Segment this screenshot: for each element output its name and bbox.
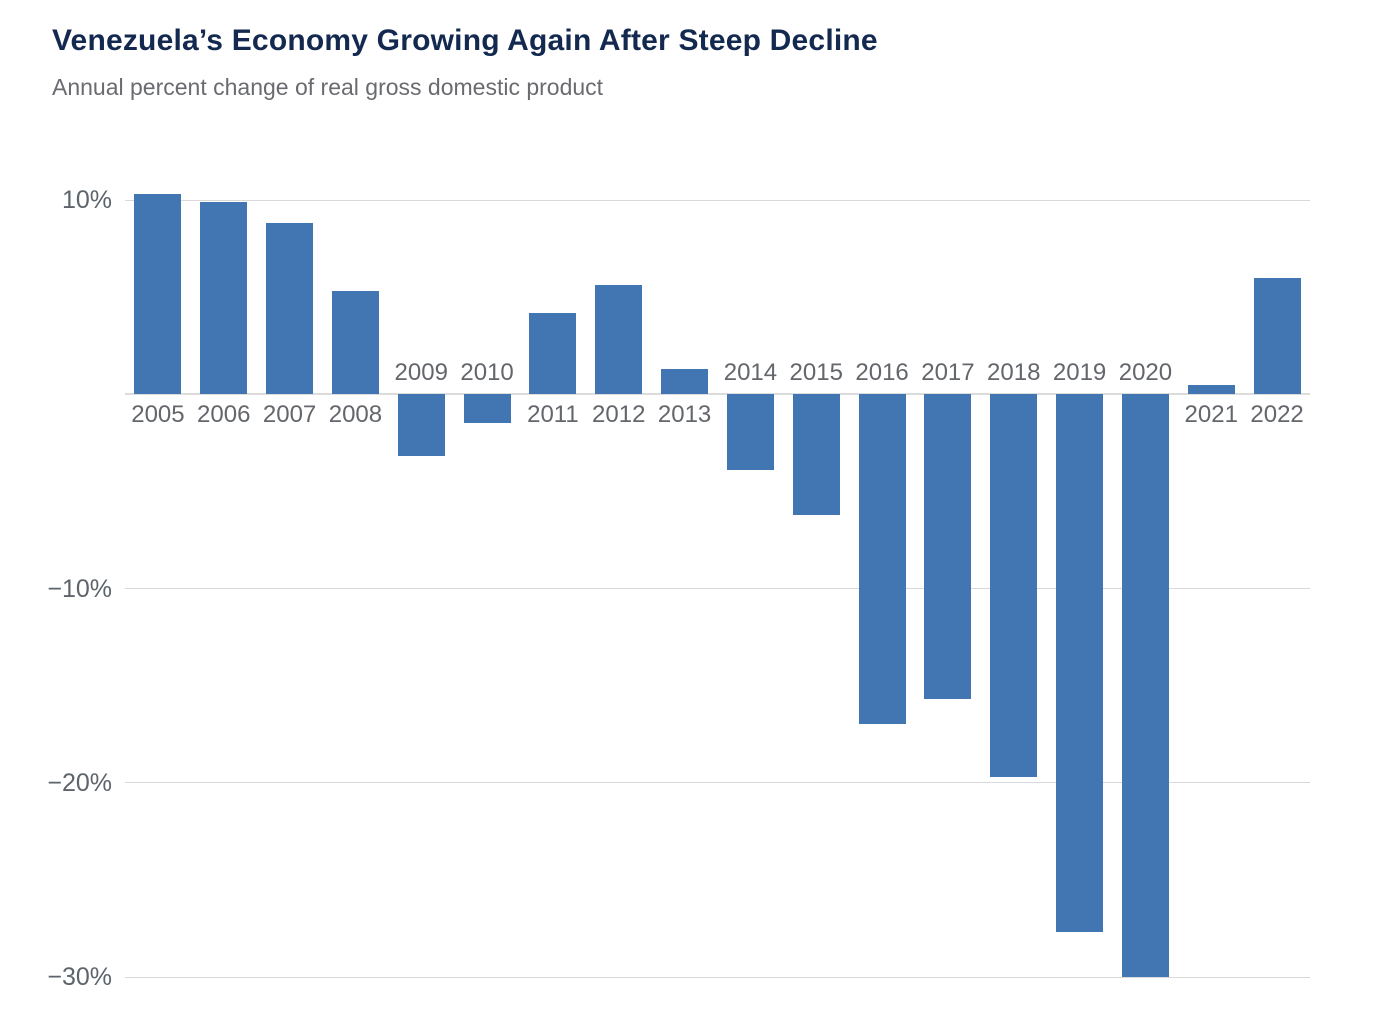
- x-axis-year-label: 2014: [723, 359, 778, 387]
- x-axis-year-label: 2016: [855, 359, 909, 387]
- x-axis-year-label: 2009: [394, 359, 448, 387]
- x-axis-year-label: 2010: [460, 359, 514, 387]
- x-axis-year-label: 2013: [657, 401, 712, 429]
- bar-2007: [266, 223, 314, 395]
- chart-title: Venezuela’s Economy Growing Again After …: [52, 24, 878, 57]
- zero-baseline: [125, 393, 1310, 396]
- x-axis-year-label: 2012: [592, 401, 646, 429]
- x-axis-year-label: 2018: [987, 359, 1041, 387]
- bar-2019: [1056, 394, 1104, 933]
- bar-2011: [529, 312, 577, 395]
- x-axis-year-label: 2006: [197, 401, 251, 429]
- bar-2012: [595, 285, 643, 395]
- x-axis-year-label: 2022: [1250, 401, 1304, 429]
- x-axis-year-label: 2021: [1184, 401, 1238, 429]
- bar-2006: [200, 201, 248, 395]
- bar-2021: [1187, 384, 1235, 395]
- gridline--20: [125, 782, 1310, 784]
- gridline--10: [125, 588, 1310, 589]
- x-axis-year-label: 2011: [527, 401, 579, 429]
- bar-2014: [726, 394, 774, 470]
- y-axis-tick-label: −10%: [47, 574, 112, 603]
- x-axis-year-label: 2007: [262, 401, 317, 429]
- bar-2015: [792, 394, 840, 515]
- bar-2009: [397, 394, 445, 457]
- x-axis-year-label: 2008: [328, 401, 383, 429]
- x-axis-year-label: 2019: [1052, 359, 1107, 387]
- gridline--30: [125, 976, 1310, 978]
- bar-2013: [661, 368, 709, 395]
- x-axis-year-label: 2005: [131, 401, 185, 429]
- y-axis-tick-label: −30%: [47, 963, 112, 991]
- x-axis-year-label: 2015: [789, 359, 843, 387]
- y-axis-tick-label: −20%: [47, 768, 112, 797]
- y-axis-tick-label: 10%: [61, 186, 112, 214]
- bar-2018: [990, 394, 1038, 777]
- x-axis-year-label: 2020: [1118, 359, 1173, 387]
- bar-2017: [924, 394, 972, 700]
- bar-2008: [331, 291, 379, 395]
- chart-subtitle: Annual percent change of real gross dome…: [52, 74, 604, 100]
- bar-2020: [1121, 394, 1169, 977]
- bar-2010: [463, 394, 511, 424]
- x-axis-year-label: 2017: [921, 359, 975, 387]
- gridline-10: [125, 199, 1310, 201]
- bar-2016: [858, 394, 906, 725]
- bar-2005: [134, 194, 182, 395]
- bar-2022: [1253, 277, 1301, 395]
